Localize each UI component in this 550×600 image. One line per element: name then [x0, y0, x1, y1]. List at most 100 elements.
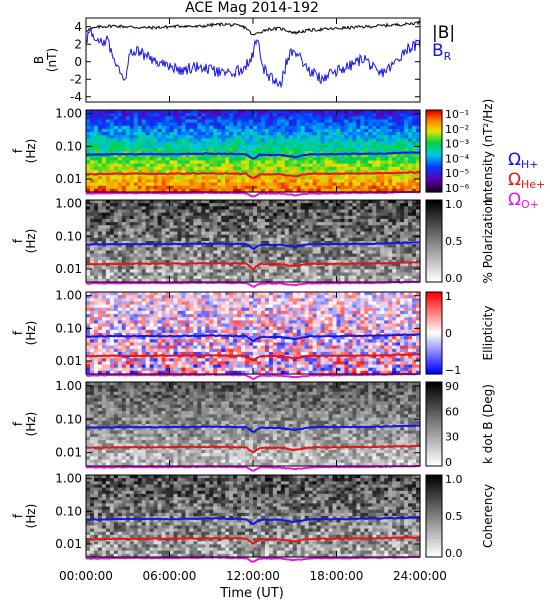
spectrogram-cell	[360, 215, 365, 220]
cyclotron-line-he-plus	[85, 171, 420, 180]
spectrogram-cell	[300, 144, 306, 149]
spectrogram-cell	[292, 119, 298, 124]
spectrogram-cell	[396, 141, 401, 146]
spectrogram-cell	[145, 234, 151, 239]
spectrogram-cell	[245, 215, 250, 220]
spectrogram-cell	[364, 244, 369, 248]
spectrogram-cell	[388, 144, 393, 149]
colorbar-swatch	[426, 110, 442, 113]
spectrogram-cell	[173, 163, 179, 168]
spectrogram-cell	[161, 272, 167, 277]
spectrogram-cell	[348, 259, 354, 264]
spectrogram-cell	[101, 234, 107, 239]
spectrogram-cell	[368, 206, 373, 211]
spectrogram-cell	[129, 247, 135, 252]
spectrogram-cell	[117, 119, 123, 124]
spectrogram-cell	[284, 128, 290, 133]
spectrogram-cell	[324, 119, 330, 124]
spectrogram-cell	[89, 163, 95, 168]
spectrogram-cell	[328, 244, 334, 248]
spectrogram-cell	[348, 163, 354, 168]
spectrogram-cell	[388, 179, 393, 184]
spectrogram-cell	[93, 222, 99, 226]
spectrogram-cell	[312, 176, 318, 180]
spectrogram-cell	[388, 259, 393, 264]
spectrogram-cell	[237, 209, 242, 214]
spectrogram-cell	[320, 237, 326, 242]
spectrogram-cell	[193, 173, 198, 177]
spectrogram-cell	[185, 110, 190, 114]
spectrogram-cell	[93, 154, 99, 158]
spectrogram-cell	[404, 132, 409, 136]
spectrogram-cell	[412, 200, 417, 204]
spectrogram-cell	[89, 295, 95, 299]
spectrogram-cell	[312, 200, 318, 204]
spectrogram-cell	[113, 292, 119, 296]
spectrogram-cell	[284, 212, 290, 217]
spectrogram-cell	[412, 244, 417, 248]
spectrogram-cell	[376, 234, 381, 239]
spectrogram-cell	[173, 119, 179, 124]
spectrogram-cell	[324, 110, 330, 114]
spectrogram-cell	[348, 125, 354, 130]
spectrogram-cell	[352, 231, 357, 236]
spectrogram-cell	[392, 237, 397, 242]
spectrogram-cell	[404, 218, 409, 223]
spectrogram-cell	[400, 253, 405, 258]
spectrogram-cell	[392, 215, 397, 220]
spectrogram-cell	[268, 295, 274, 299]
spectrogram-cell	[97, 256, 103, 261]
spectrogram-cell	[205, 200, 210, 204]
spectrogram-cell	[336, 128, 342, 133]
spectrogram-cell	[161, 275, 167, 280]
spectrogram-cell	[217, 188, 222, 193]
spectrogram-cell	[241, 128, 246, 133]
spectrogram-cell	[400, 125, 405, 130]
spectrogram-cell	[217, 154, 222, 158]
spectrogram-cell	[364, 128, 369, 133]
spectrogram-cell	[173, 182, 179, 187]
spectrogram-cell	[280, 116, 286, 121]
spectrogram-cell	[165, 222, 171, 226]
spectrogram-cell	[328, 122, 334, 127]
spectrogram-cell	[229, 173, 234, 177]
spectrogram-cell	[344, 218, 350, 223]
spectrogram-cell	[109, 209, 115, 214]
spectrogram-cell	[416, 122, 421, 127]
spectrogram-cell	[137, 295, 143, 299]
spectrogram-cell	[86, 209, 91, 214]
spectrogram-cell	[121, 234, 127, 239]
spectrogram-cell	[105, 272, 111, 277]
spectrogram-cell	[328, 269, 334, 274]
spectrogram-cell	[113, 141, 119, 146]
spectrogram-cell	[177, 228, 183, 233]
spectrogram-cell	[400, 179, 405, 184]
spectrogram-cell	[380, 122, 385, 127]
spectrogram-cell	[328, 266, 334, 270]
spectrogram-cell	[384, 237, 389, 242]
spectrogram-cell	[185, 138, 190, 143]
spectrogram-cell	[177, 206, 183, 211]
spectrogram-cell	[316, 110, 322, 114]
spectrogram-cell	[360, 272, 365, 277]
spectrogram-cell	[396, 225, 401, 229]
spectrogram-cell	[284, 256, 290, 261]
spectrogram-cell	[109, 169, 115, 174]
spectrogram-cell	[225, 116, 230, 121]
spectrogram-cell	[276, 182, 282, 187]
spectrogram-cell	[324, 212, 330, 217]
spectrogram-cell	[177, 256, 183, 261]
spectrogram-cell	[344, 278, 350, 283]
spectrogram-cell	[145, 110, 151, 114]
spectrogram-cell	[352, 138, 357, 143]
spectrogram-cell	[201, 135, 206, 139]
spectrogram-cell	[312, 253, 318, 258]
spectrogram-cell	[117, 234, 123, 239]
spectrogram-cell	[97, 179, 103, 184]
spectrogram-cell	[312, 125, 318, 130]
spectrogram-cell	[308, 256, 314, 261]
spectrogram-cell	[272, 116, 278, 121]
spectrogram-cell	[129, 176, 135, 180]
spectrogram-cell	[280, 125, 286, 130]
spectrogram-cell	[141, 122, 147, 127]
